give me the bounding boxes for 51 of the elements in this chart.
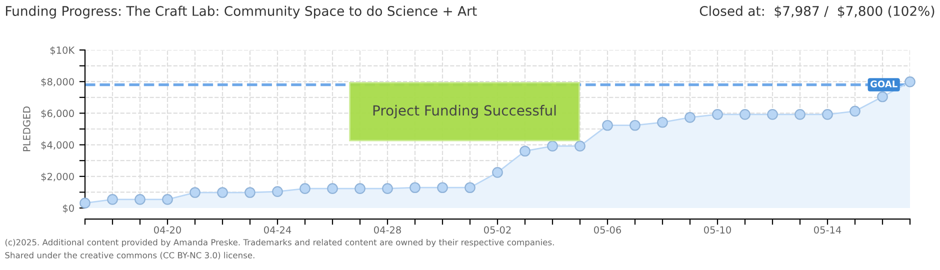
- point: [300, 183, 310, 194]
- point: [602, 120, 613, 131]
- text: Shared under the creative commons (CC BY-NC 3.0) license.: [5, 252, 254, 260]
- x-tick-label: 04-24: [264, 226, 292, 234]
- point: [822, 109, 833, 120]
- y-axis-title: PLEDGED: [22, 106, 30, 152]
- point: [464, 182, 476, 194]
- x-tick-label: 04-28: [374, 226, 401, 234]
- point: [244, 187, 256, 198]
- x-tick-label: 05-10: [704, 226, 731, 234]
- point: [574, 140, 586, 152]
- point: [684, 112, 696, 123]
- point: [134, 194, 146, 205]
- y-tick-label: $10K: [50, 46, 75, 56]
- point: [657, 116, 668, 128]
- point: [794, 109, 806, 120]
- point: [904, 76, 916, 88]
- point: [107, 194, 118, 205]
- point: [712, 109, 723, 120]
- point: [327, 183, 338, 194]
- text: Closed at: $7,987 / $7,800 (102%): [700, 6, 934, 18]
- annotation: Project Funding Successful: [373, 104, 556, 118]
- text: (c)2025. Additional content provided by Amanda Preske. Trademarks and related content are owned by their respective companies.: [5, 238, 554, 248]
- y-tick-label: $2,000: [41, 172, 74, 182]
- ref-line-label: GOAL: [870, 80, 898, 88]
- point: [877, 91, 888, 102]
- point: [382, 183, 393, 194]
- point: [547, 140, 558, 152]
- point: [492, 167, 503, 178]
- point: [354, 183, 366, 194]
- y-tick-label: $4,000: [41, 141, 74, 150]
- point: [740, 109, 750, 120]
- point: [80, 198, 90, 209]
- y-tick-label: $8,000: [41, 78, 74, 87]
- point: [217, 187, 228, 198]
- x-tick-label: 04-20: [154, 226, 181, 234]
- point: [850, 106, 860, 117]
- x-tick-label: 05-02: [484, 226, 511, 234]
- x-tick-label: 05-06: [594, 226, 622, 234]
- point: [767, 109, 778, 120]
- point: [520, 146, 530, 157]
- point: [190, 187, 200, 198]
- x-tick-label: 05-14: [814, 226, 842, 234]
- point: [272, 186, 283, 197]
- point: [162, 194, 173, 205]
- point: [410, 182, 420, 194]
- y-tick-label: $6,000: [41, 110, 74, 118]
- point: [630, 120, 640, 131]
- y-tick-label: $0: [63, 204, 74, 214]
- point: [437, 182, 448, 194]
- chart-title: Funding Progress: The Craft Lab: Community Space to do Science + Art: [6, 6, 477, 19]
